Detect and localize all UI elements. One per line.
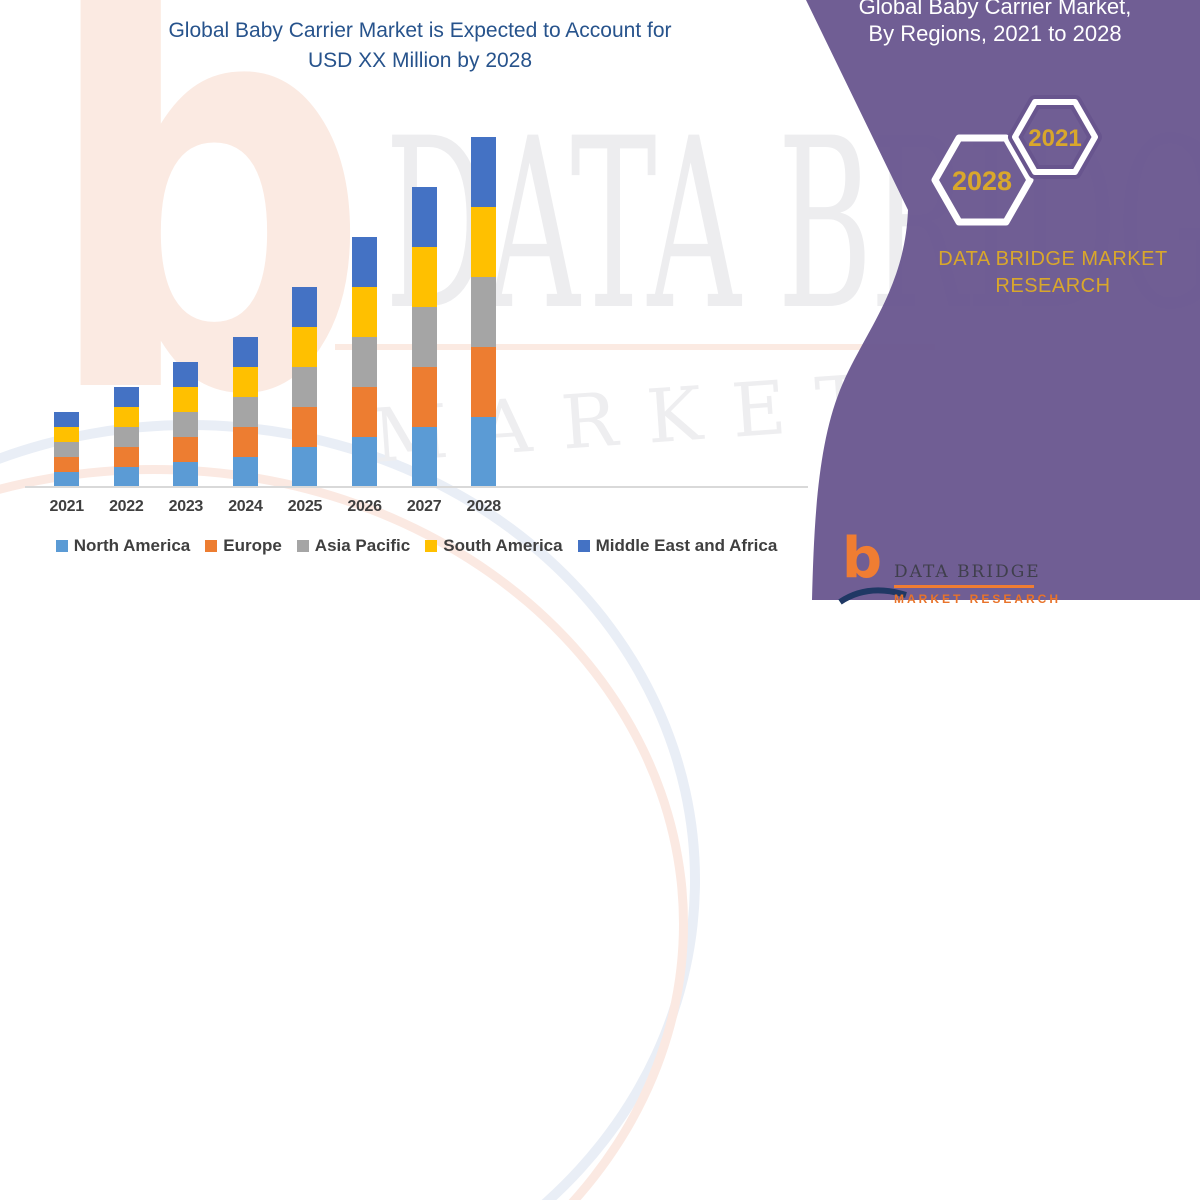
bar-segment-middle-east-and-africa xyxy=(352,237,378,287)
bar-segment-south-america xyxy=(292,327,318,367)
footer-logo-swoosh-icon xyxy=(838,587,907,605)
bar-segment-middle-east-and-africa xyxy=(113,387,139,407)
x-axis-label-2024: 2024 xyxy=(228,498,263,515)
legend-item-south-america: South America xyxy=(425,536,563,556)
bar-segment-europe xyxy=(113,447,139,467)
legend-swatch-icon xyxy=(425,540,438,552)
side-panel-path xyxy=(806,0,1200,600)
bar-segment-south-america xyxy=(471,207,497,277)
bar-segment-south-america xyxy=(54,427,80,442)
footer-logo-underline xyxy=(894,585,1034,588)
hexagon-2021-outline xyxy=(1012,99,1098,175)
x-axis-label-2025: 2025 xyxy=(287,498,323,515)
bar-segment-asia-pacific xyxy=(292,367,318,407)
x-axis-labels: 2021 2022 2023 2024 2025 2026 2027 2028 xyxy=(25,498,808,522)
bar-segment-north-america xyxy=(54,472,80,487)
legend-label: Europe xyxy=(223,536,282,555)
bar-segment-europe xyxy=(411,367,437,427)
bar-segment-north-america xyxy=(411,427,437,487)
legend-label: Asia Pacific xyxy=(314,536,411,555)
bar-segment-north-america xyxy=(352,437,378,487)
bar-segment-asia-pacific xyxy=(471,277,497,347)
hexagon-badges: 2028 2021 xyxy=(931,95,1102,226)
footer-logo: b DATA BRIDGE MARKET RESEARCH xyxy=(838,531,1168,606)
bar-segment-europe xyxy=(471,347,497,417)
legend-swatch-icon xyxy=(55,540,68,552)
legend-label: North America xyxy=(73,536,191,555)
legend-swatch-icon xyxy=(205,540,218,552)
chart-title: Global Baby Carrier Market is Expected t… xyxy=(25,16,815,76)
chart-title-line1: Global Baby Carrier Market is Expected t… xyxy=(168,19,672,42)
legend-item-north-america: North America xyxy=(55,536,191,556)
footer-logo-name: DATA BRIDGE xyxy=(894,562,1041,582)
bar-segment-south-america xyxy=(352,287,378,337)
bar-segment-europe xyxy=(232,427,258,457)
legend-swatch-icon xyxy=(577,540,590,552)
bar-segment-middle-east-and-africa xyxy=(471,137,497,207)
x-axis-label-2028: 2028 xyxy=(466,498,501,515)
brand-text-line1: DATA BRIDGE MARKET xyxy=(938,248,1168,270)
x-axis-label-2026: 2026 xyxy=(347,498,382,515)
x-axis-label-2022: 2022 xyxy=(109,498,144,515)
bar-segment-europe xyxy=(173,437,199,462)
bar-segment-asia-pacific xyxy=(411,307,437,367)
side-panel-title: Global Baby Carrier Market, By Regions, … xyxy=(830,0,1160,47)
x-axis-line xyxy=(25,486,808,488)
side-panel-shape xyxy=(806,0,1200,600)
bar-segment-south-america xyxy=(411,247,437,307)
brand-text: DATA BRIDGE MARKET RESEARCH xyxy=(923,246,1183,300)
x-axis-label-2021: 2021 xyxy=(49,498,84,515)
legend-item-asia-pacific: Asia Pacific xyxy=(296,536,411,556)
chart-legend: North America Europe Asia Pacific South Ame… xyxy=(25,536,808,556)
bar-segment-middle-east-and-africa xyxy=(232,337,258,367)
bar-segment-middle-east-and-africa xyxy=(411,187,437,247)
side-panel-title-line1: Global Baby Carrier Market, xyxy=(858,0,1132,19)
bar-segment-middle-east-and-africa xyxy=(292,287,318,327)
legend-label: South America xyxy=(443,536,563,555)
footer-logo-subtitle: MARKET RESEARCH xyxy=(894,592,1062,606)
legend-item-europe: Europe xyxy=(205,536,282,556)
x-axis-label-2023: 2023 xyxy=(168,498,204,515)
hexagon-2028-outline xyxy=(931,134,1034,226)
bar-segment-south-america xyxy=(232,367,258,397)
footer-logo-b-icon: b xyxy=(842,526,883,591)
hexagon-2021-label: 2021 xyxy=(1028,125,1081,152)
brand-text-line2: RESEARCH xyxy=(995,275,1111,297)
bar-segment-south-america xyxy=(173,387,199,412)
bar-segment-asia-pacific xyxy=(113,427,139,447)
chart-title-line2: USD XX Million by 2028 xyxy=(307,49,533,72)
x-axis-label-2027: 2027 xyxy=(406,498,442,515)
bar-segment-asia-pacific xyxy=(54,442,80,457)
legend-swatch-icon xyxy=(296,540,309,552)
side-panel-title-line2: By Regions, 2021 to 2028 xyxy=(868,21,1122,46)
hexagon-2028-label: 2028 xyxy=(952,166,1012,196)
bar-segment-middle-east-and-africa xyxy=(173,362,199,387)
